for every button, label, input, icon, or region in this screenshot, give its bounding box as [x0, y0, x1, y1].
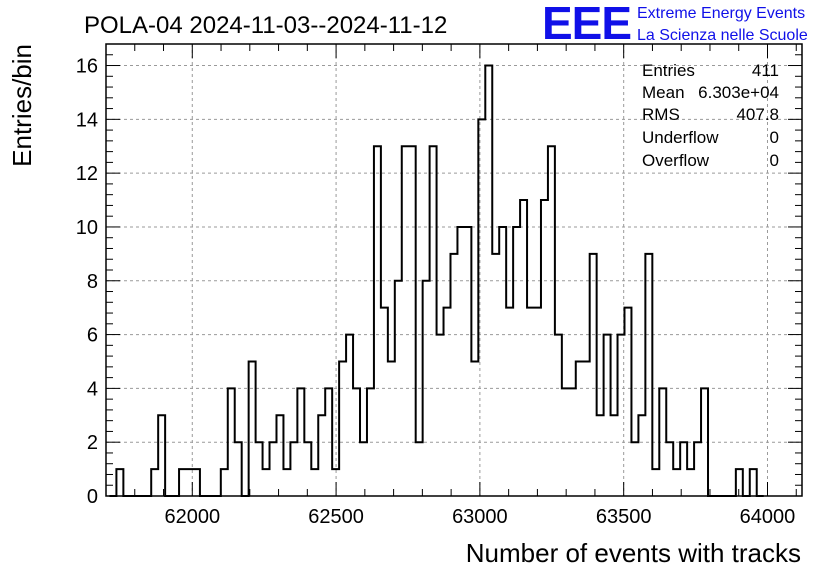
x-tick-label: 62500: [308, 506, 364, 528]
stats-value-rms: 407.8: [736, 105, 779, 124]
eee-logo-line2: La Scienza nelle Scuole: [637, 27, 808, 44]
stats-value-underflow: 0: [770, 128, 779, 147]
stats-label-rms: RMS: [642, 105, 680, 124]
eee-logo-line1: Extreme Energy Events: [637, 5, 805, 22]
y-tick-label: 12: [76, 163, 98, 185]
y-tick-label: 6: [87, 325, 98, 347]
x-tick-label: 63000: [452, 506, 508, 528]
y-tick-label: 14: [76, 109, 98, 131]
x-axis-title: Number of events with tracks: [466, 538, 801, 568]
stats-value-entries: 411: [752, 61, 779, 80]
y-tick-label: 10: [76, 217, 98, 239]
eee-logo-mark: EEE: [542, 0, 631, 49]
y-tick-label: 2: [87, 432, 98, 454]
x-tick-label: 64000: [740, 506, 796, 528]
chart-title: POLA-04 2024-11-03--2024-11-12: [84, 12, 447, 39]
x-tick-label: 62000: [164, 506, 220, 528]
plot-frame: [105, 43, 803, 497]
tick-label-layer: 62000 62500 63000 63500 64000 0 2 4 6 8 10 12 14 16: [76, 56, 796, 528]
x-tick-label: 63500: [596, 506, 652, 528]
histogram-series: [109, 64, 764, 497]
y-tick-label: 16: [76, 56, 98, 78]
stats-label-overflow: Overflow: [642, 151, 710, 170]
stats-label-underflow: Underflow: [642, 128, 719, 147]
tick-layer: [105, 43, 802, 497]
y-axis-title: Entries/bin: [7, 44, 37, 167]
stats-box: Entries 411 Mean 6.303e+04 RMS 407.8 Und…: [642, 61, 779, 170]
stats-label-mean: Mean: [642, 83, 685, 102]
eee-logo: EEE Extreme Energy Events La Scienza nel…: [542, 0, 808, 49]
stats-label-entries: Entries: [642, 61, 695, 80]
y-tick-label: 4: [87, 378, 98, 400]
y-tick-label: 0: [87, 486, 98, 508]
stats-value-overflow: 0: [770, 151, 779, 170]
y-tick-label: 8: [87, 271, 98, 293]
grid-layer: [106, 44, 802, 496]
stats-value-mean: 6.303e+04: [698, 83, 779, 102]
